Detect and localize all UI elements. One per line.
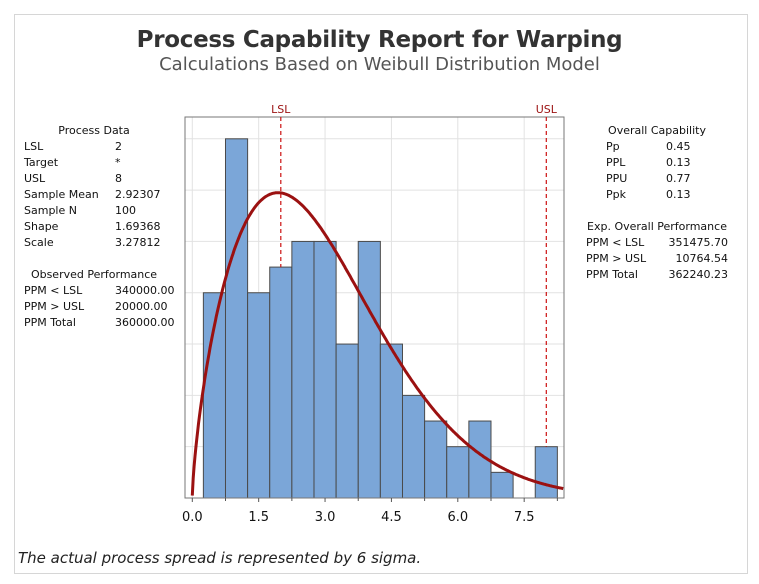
x-tick-label: 6.0 xyxy=(447,510,468,525)
stat-value: 3.27812 xyxy=(115,236,161,249)
stat-label: PPM > USL xyxy=(24,300,85,313)
stat-row: PPU 0.77 xyxy=(586,171,728,187)
left-stats-panel: Process Data LSL 2 Target * USL 8 Sample Mean 2… xyxy=(24,123,175,331)
stat-value: * xyxy=(115,156,121,169)
histogram-bar xyxy=(269,266,293,499)
histogram-bar xyxy=(490,471,514,499)
stat-value: 360000.00 xyxy=(115,316,175,329)
process-data-heading: Process Data xyxy=(58,124,130,137)
plot-border xyxy=(184,116,565,499)
histogram-bar xyxy=(446,446,470,499)
stat-value: 0.77 xyxy=(666,172,691,185)
exp-overall-performance-heading: Exp. Overall Performance xyxy=(587,220,727,233)
histogram-bar xyxy=(401,394,426,499)
stat-row: Target * xyxy=(24,155,164,171)
spec-label-lsl: LSL xyxy=(271,103,291,116)
spec-label-usl: USL xyxy=(536,103,558,116)
stat-label: PPM < LSL xyxy=(24,284,83,297)
histogram-bar xyxy=(534,446,558,499)
stat-row: PPM > USL 10764.54 xyxy=(586,251,728,267)
histogram-bar xyxy=(291,240,315,499)
stat-value: 10764.54 xyxy=(675,252,729,265)
x-tick-label: 1.5 xyxy=(248,510,269,525)
stat-value: 362240.23 xyxy=(668,268,729,281)
histogram-bar xyxy=(357,240,381,499)
stat-label: Pp xyxy=(606,140,620,153)
stat-row: PPM Total 362240.23 xyxy=(586,267,728,283)
stat-value: 1.69368 xyxy=(115,220,161,233)
stat-row: LSL 2 xyxy=(24,139,164,155)
stat-value: 0.45 xyxy=(666,140,691,153)
histogram-bar xyxy=(424,420,448,499)
stat-value: 20000.00 xyxy=(115,300,168,313)
stat-row: USL 8 xyxy=(24,171,164,187)
histogram-bar xyxy=(379,343,403,499)
histogram-bar xyxy=(313,240,337,499)
report-subtitle: Calculations Based on Weibull Distributi… xyxy=(159,54,600,75)
stat-row: Sample N 100 xyxy=(24,203,164,219)
stat-value: 340000.00 xyxy=(115,284,175,297)
stat-label: Sample Mean xyxy=(24,188,99,201)
stat-label: PPU xyxy=(606,172,628,185)
stat-label: PPL xyxy=(606,156,626,169)
stat-label: PPM Total xyxy=(586,268,638,281)
stat-value: 8 xyxy=(115,172,122,185)
observed-performance-heading: Observed Performance xyxy=(30,268,158,281)
stat-value: 0.13 xyxy=(666,188,691,201)
stat-row: PPM > USL 20000.00 xyxy=(24,299,168,315)
stat-label: Target xyxy=(24,156,59,169)
stat-label: Scale xyxy=(24,236,54,249)
report-frame xyxy=(14,14,748,574)
stat-value: 100 xyxy=(115,204,136,217)
right-stats-panel: Overall Capability Pp 0.45 PPL 0.13 PPU 0.77 P… xyxy=(586,123,728,283)
stat-label: Shape xyxy=(24,220,59,233)
stat-label: Sample N xyxy=(24,204,77,217)
stat-label: PPM > USL xyxy=(586,252,647,265)
x-tick-label: 0.0 xyxy=(182,510,203,525)
overall-capability-heading: Overall Capability xyxy=(608,124,706,137)
stat-value: 351475.70 xyxy=(668,236,729,249)
weibull-fit-curve xyxy=(190,191,564,496)
stat-label: Ppk xyxy=(606,188,626,201)
stat-row: Scale 3.27812 xyxy=(24,235,164,251)
x-tick-label: 7.5 xyxy=(514,510,535,525)
stat-row: PPL 0.13 xyxy=(586,155,728,171)
stat-label: PPM < LSL xyxy=(586,236,645,249)
histogram-bar xyxy=(335,343,359,499)
stat-value: 2.92307 xyxy=(115,188,161,201)
stat-value: 0.13 xyxy=(666,156,691,169)
stat-label: LSL xyxy=(24,140,44,153)
stat-row: Sample Mean 2.92307 xyxy=(24,187,164,203)
stat-row: PPM Total 360000.00 xyxy=(24,315,175,331)
stat-row: Pp 0.45 xyxy=(586,139,728,155)
report-title: Process Capability Report for Warping xyxy=(136,27,623,53)
histogram-bar xyxy=(224,138,249,499)
stat-label: PPM Total xyxy=(24,316,76,329)
x-tick-label: 3.0 xyxy=(315,510,336,525)
stat-row: Ppk 0.13 xyxy=(586,187,728,203)
histogram-bar xyxy=(247,292,271,499)
stat-row: Shape 1.69368 xyxy=(24,219,164,235)
stat-row: PPM < LSL 340000.00 xyxy=(24,283,175,299)
stat-value: 2 xyxy=(115,140,122,153)
x-tick-label: 4.5 xyxy=(381,510,402,525)
stat-row: PPM < LSL 351475.70 xyxy=(586,235,728,251)
stat-label: USL xyxy=(24,172,46,185)
footer-note: The actual process spread is represented… xyxy=(18,549,422,567)
